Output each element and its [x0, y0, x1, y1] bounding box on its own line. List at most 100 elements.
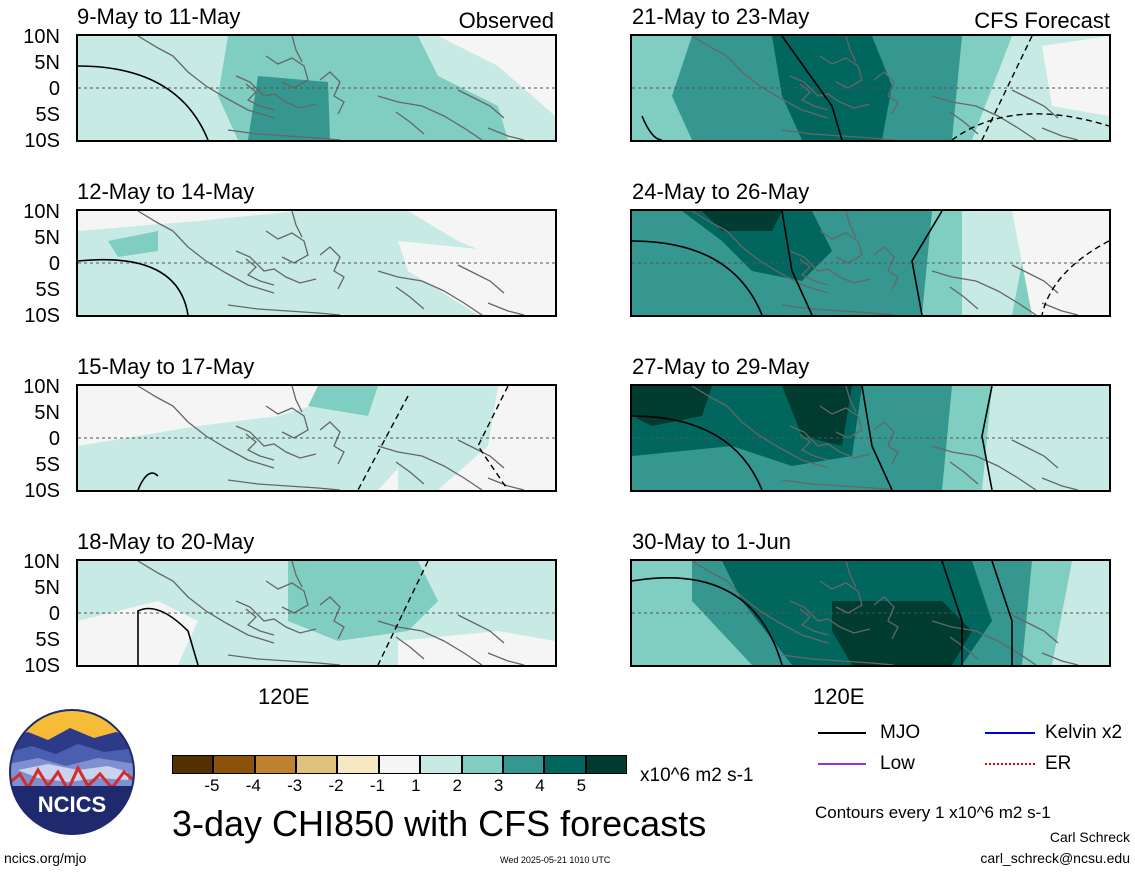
y-tick-label: 10S	[24, 130, 60, 152]
panel-title: 24-May to 26-May	[632, 179, 810, 204]
colorbar-swatch	[502, 755, 545, 774]
colorbar-swatch	[378, 755, 421, 774]
chi850-shading	[398, 386, 498, 490]
mjo-contour	[78, 258, 189, 315]
coastline	[799, 433, 829, 461]
coastline	[319, 596, 345, 640]
coastline	[1011, 439, 1059, 469]
map-panel	[76, 34, 557, 142]
coastline	[799, 608, 829, 636]
y-tick-label: 5S	[35, 454, 60, 476]
panel-title: 21-May to 23-May	[632, 4, 810, 29]
coastline	[487, 127, 525, 140]
panel-title: 30-May to 1-Jun	[632, 529, 791, 554]
colorbar-tick-label: -3	[287, 776, 303, 795]
colorbar-tick-label: -4	[245, 776, 261, 795]
coastline	[487, 652, 525, 665]
coastline	[1041, 302, 1079, 315]
coastline	[291, 386, 303, 413]
map-panel	[630, 34, 1111, 142]
panel-tag: Observed	[458, 8, 554, 33]
coastline	[245, 608, 275, 636]
y-tick-label: 10S	[24, 480, 60, 502]
map-panel	[76, 209, 557, 317]
coastline	[319, 246, 345, 290]
panel-title: 12-May to 14-May	[77, 179, 255, 204]
x-tick-label: 120E	[813, 684, 865, 709]
y-tick-label: 0	[48, 78, 60, 100]
colorbar-tick-label: 2	[452, 776, 462, 795]
coastline	[235, 250, 317, 284]
coastline	[845, 36, 857, 63]
panel-title: 9-May to 11-May	[77, 4, 241, 29]
coastline	[1011, 614, 1059, 644]
coastline	[457, 264, 505, 294]
map-svg	[632, 561, 1109, 665]
panel-title: 15-May to 17-May	[77, 354, 255, 379]
coastline	[377, 620, 483, 665]
colorbar-swatch	[213, 755, 255, 774]
coastline	[227, 129, 341, 140]
coastline	[377, 445, 483, 490]
coastline	[845, 561, 857, 588]
colorbar-tick-label: 3	[493, 776, 504, 795]
colorbar-tick-label: -2	[328, 776, 344, 795]
colorbar-tick-label: 4	[535, 776, 545, 795]
coastline	[395, 461, 425, 485]
map-svg	[78, 386, 555, 490]
coastline	[377, 270, 483, 315]
mjo-contour	[941, 561, 963, 665]
chi850-shading	[962, 211, 1032, 315]
mjo-contour	[632, 577, 783, 665]
mjo-contour	[641, 115, 663, 140]
y-tick-label: 5N	[34, 52, 60, 74]
chi850-shading	[982, 386, 1109, 490]
y-tick-label: 5S	[35, 279, 60, 301]
mjo-contour	[137, 472, 159, 490]
y-tick-label: 0	[48, 253, 60, 275]
y-tick-label: 5N	[34, 227, 60, 249]
coastline	[319, 71, 345, 115]
coastline	[873, 71, 899, 115]
coastline	[781, 654, 895, 665]
legend-label-low: Low	[880, 753, 915, 774]
y-tick-label: 5S	[35, 104, 60, 126]
colorbar-swatch	[544, 755, 586, 774]
mjo-contour	[78, 65, 209, 140]
map-svg	[78, 561, 555, 665]
coastline	[799, 83, 829, 111]
mjo-contour-negative	[1041, 240, 1109, 315]
colorbar-swatch	[337, 755, 379, 774]
colorbar-tick-label: -5	[204, 776, 220, 795]
coastline	[691, 561, 829, 644]
map-panel	[630, 384, 1111, 492]
coastline	[781, 479, 895, 490]
coastline	[457, 89, 505, 119]
mjo-contour	[632, 415, 763, 490]
chi850-shading	[308, 386, 378, 416]
map-panel	[630, 209, 1111, 317]
ncics-logo: NCICS	[8, 708, 136, 836]
coastline	[487, 477, 525, 490]
map-svg	[632, 211, 1109, 315]
chi850-shading	[782, 386, 852, 446]
y-tick-label: 10S	[24, 305, 60, 327]
coastline	[1041, 652, 1079, 665]
colorbar-units: x10^6 m2 s-1	[640, 765, 754, 786]
x-tick-label: 120E	[258, 684, 310, 709]
coastline	[691, 211, 829, 294]
mjo-contour	[781, 36, 843, 140]
panel-tag: CFS Forecast	[974, 8, 1110, 33]
map-svg	[632, 386, 1109, 490]
site-url: ncics.org/mjo	[4, 850, 87, 866]
legend-swatch-low	[818, 763, 866, 765]
legend-swatch-kelvin	[985, 732, 1035, 734]
map-svg	[78, 36, 555, 140]
y-tick-label: 10N	[23, 376, 60, 398]
colorbar-swatch	[296, 755, 338, 774]
map-panel	[630, 559, 1111, 667]
coastline	[227, 479, 341, 490]
coastline	[245, 433, 275, 461]
coastline	[799, 258, 829, 286]
coastline	[781, 129, 895, 140]
